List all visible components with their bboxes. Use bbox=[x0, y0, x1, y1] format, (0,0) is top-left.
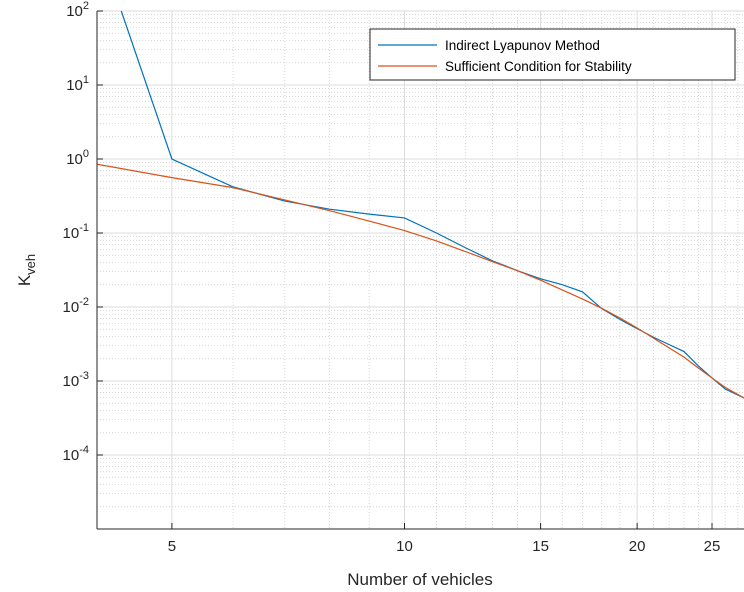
y-tick-label-base: 10 bbox=[66, 77, 83, 94]
x-tick-labels: 5 10 15 20 25 bbox=[168, 538, 721, 555]
y-axis-label-subscript: veh bbox=[23, 254, 38, 275]
x-tick-label: 15 bbox=[532, 538, 549, 555]
x-axis-label: Number of vehicles bbox=[347, 570, 493, 589]
x-tick-label: 20 bbox=[629, 538, 646, 555]
legend-label-sufficient: Sufficient Condition for Stability bbox=[445, 59, 632, 74]
y-tick-label: 10-3 bbox=[63, 370, 89, 390]
y-tick-label-exponent: -1 bbox=[79, 222, 89, 234]
axes bbox=[96, 10, 744, 530]
y-tick-label-base: 10 bbox=[66, 3, 83, 20]
y-tick-label-exponent: -2 bbox=[79, 296, 89, 308]
y-tick-label-base: 10 bbox=[63, 373, 80, 390]
y-tick-label-exponent: 1 bbox=[83, 74, 89, 86]
x-tick-label: 5 bbox=[168, 538, 176, 555]
y-tick-label-exponent: -4 bbox=[79, 444, 89, 456]
y-tick-label-base: 10 bbox=[63, 299, 80, 316]
y-tick-label: 10-4 bbox=[63, 444, 89, 464]
series-line-lyapunov bbox=[120, 11, 744, 399]
major-grid bbox=[97, 10, 744, 529]
series-layer bbox=[97, 11, 744, 399]
x-tick-label: 10 bbox=[396, 538, 413, 555]
legend-box bbox=[369, 28, 736, 81]
y-tick-label: 102 bbox=[66, 0, 89, 20]
y-tick-label-base: 10 bbox=[66, 151, 83, 168]
y-tick-label: 101 bbox=[66, 74, 89, 94]
legend: Indirect Lyapunov Method Sufficient Cond… bbox=[369, 28, 736, 81]
y-tick-label-exponent: 0 bbox=[83, 148, 89, 160]
y-tick-label: 10-2 bbox=[63, 296, 89, 316]
plot-background bbox=[97, 11, 744, 529]
y-axis-label-main: K bbox=[15, 274, 34, 286]
y-tick-label: 100 bbox=[66, 148, 89, 168]
y-tick-label-exponent: 2 bbox=[83, 0, 89, 12]
y-tick-label: 10-1 bbox=[63, 222, 89, 242]
series-group bbox=[97, 11, 744, 399]
y-tick-label-base: 10 bbox=[63, 225, 80, 242]
y-axis-label: Kveh bbox=[15, 254, 38, 286]
x-tick-label: 25 bbox=[704, 538, 721, 555]
legend-label-lyapunov: Indirect Lyapunov Method bbox=[445, 38, 600, 53]
series-line-sufficient bbox=[97, 163, 744, 399]
y-tick-label-exponent: -3 bbox=[79, 370, 89, 382]
y-tick-label-base: 10 bbox=[63, 447, 80, 464]
